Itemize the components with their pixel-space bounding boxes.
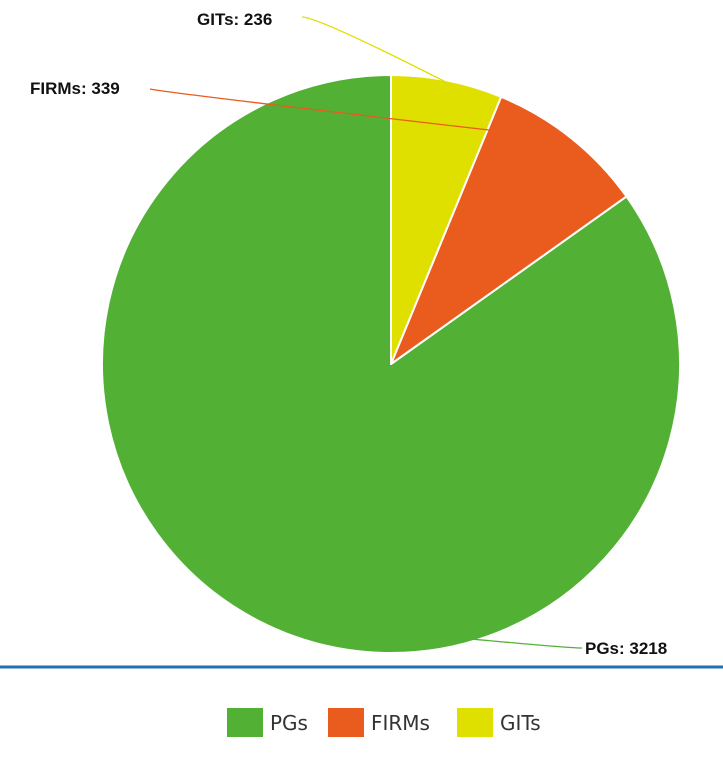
slice-labels: PGs: 3218 FIRMs: 339 GITs: 236 xyxy=(30,10,667,658)
pie-slice-gits xyxy=(390,74,503,365)
legend-swatch-gits xyxy=(457,708,493,737)
slice-label-gits: GITs: 236 xyxy=(197,10,272,29)
pie-slice-firms xyxy=(390,95,628,365)
legend-swatch-firms xyxy=(328,708,364,737)
legend-swatch-pgs xyxy=(227,708,263,737)
pie-slices xyxy=(101,74,681,654)
leader-line-pgs xyxy=(259,618,583,649)
slice-label-pgs: PGs: 3218 xyxy=(585,639,667,658)
legend-label-firms: FIRMs xyxy=(371,711,430,735)
legend-label-gits: GITs xyxy=(500,711,541,735)
slice-label-firms: FIRMs: 339 xyxy=(30,79,120,98)
leader-line-gits xyxy=(301,16,447,84)
leader-line-firms xyxy=(149,88,570,140)
legend-label-pgs: PGs xyxy=(270,711,308,735)
legend: PGs FIRMs GITs xyxy=(227,708,541,737)
leader-lines xyxy=(149,16,583,649)
